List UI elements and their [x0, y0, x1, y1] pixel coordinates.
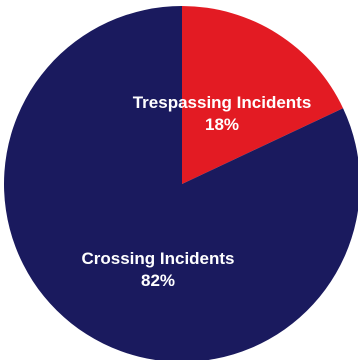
slice-value-trespassing: 18% — [205, 115, 239, 134]
pie-labels: Trespassing Incidents 18% Crossing Incid… — [81, 93, 311, 290]
slice-label-trespassing: Trespassing Incidents — [133, 93, 312, 112]
pie-slices — [4, 6, 358, 360]
slice-label-crossing: Crossing Incidents — [81, 249, 234, 268]
slice-value-crossing: 82% — [141, 271, 175, 290]
pie-slice-crossing-incidents — [4, 6, 358, 360]
pie-slice-trespassing-incidents — [182, 6, 344, 184]
